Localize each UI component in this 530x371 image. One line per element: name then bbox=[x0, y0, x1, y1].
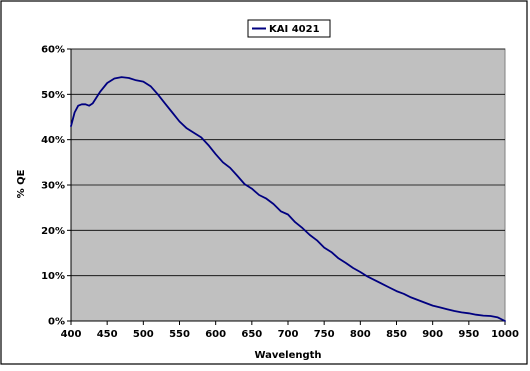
x-tick-label: 850 bbox=[386, 329, 407, 340]
series-line-kai-4021 bbox=[70, 76, 506, 322]
y-tick-label: 20% bbox=[41, 226, 65, 237]
x-axis-title: Wavelength bbox=[254, 350, 321, 361]
x-tick-label: 400 bbox=[61, 329, 82, 340]
x-tick-label: 550 bbox=[169, 329, 190, 340]
x-tick-label: 700 bbox=[278, 329, 299, 340]
y-axis-title: % QE bbox=[16, 169, 27, 198]
x-tick-label: 800 bbox=[350, 329, 371, 340]
y-tick-label: 10% bbox=[41, 271, 65, 282]
y-tick-label: 40% bbox=[41, 135, 65, 146]
x-tick-label: 650 bbox=[241, 329, 262, 340]
y-tick-label: 60% bbox=[41, 45, 65, 56]
y-axis-ticks: 0% 10% 20% 30% 40% 50% 60% bbox=[41, 45, 71, 328]
x-tick-label: 450 bbox=[97, 329, 118, 340]
y-tick-label: 50% bbox=[41, 90, 65, 101]
series-layer bbox=[70, 76, 506, 322]
legend-box bbox=[247, 19, 331, 38]
legend-label-kai-4021: KAI 4021 bbox=[269, 24, 320, 35]
x-tick-label: 500 bbox=[133, 329, 154, 340]
y-tick-label: 0% bbox=[48, 317, 65, 328]
legend: KAI 4021 bbox=[247, 19, 331, 38]
x-axis-ticks: 400 450 500 550 600 650 700 750 800 850 900 950 1000 bbox=[61, 321, 519, 340]
x-tick-label: 1000 bbox=[491, 329, 519, 340]
x-tick-label: 600 bbox=[205, 329, 226, 340]
x-tick-label: 750 bbox=[314, 329, 335, 340]
x-tick-label: 900 bbox=[422, 329, 443, 340]
x-tick-label: 950 bbox=[458, 329, 479, 340]
y-tick-label: 30% bbox=[41, 181, 65, 192]
